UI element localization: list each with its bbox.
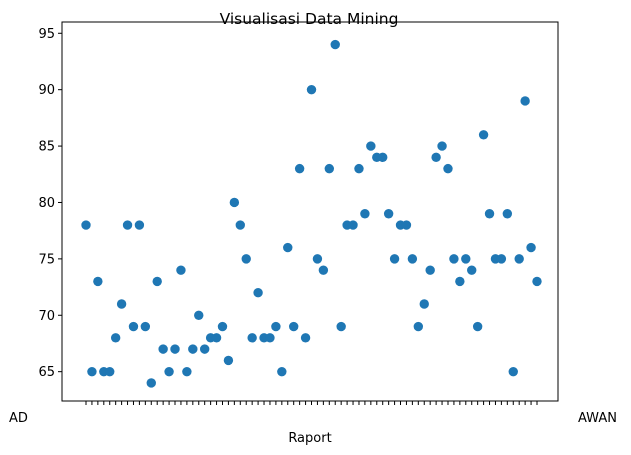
- x-axis-ticks: [85, 401, 538, 405]
- data-point: [437, 141, 447, 151]
- data-point: [526, 242, 536, 253]
- data-point: [300, 333, 311, 343]
- chart-title: Visualisasi Data Mining: [220, 10, 399, 28]
- data-point: [140, 321, 151, 332]
- data-point: [472, 321, 483, 332]
- x-tick-label-left: AD: [9, 411, 28, 426]
- data-point: [419, 299, 429, 309]
- data-point: [378, 152, 388, 163]
- data-point: [128, 321, 139, 332]
- data-point: [152, 276, 162, 287]
- data-point: [312, 254, 323, 264]
- data-point: [431, 152, 441, 163]
- data-point: [306, 84, 317, 95]
- data-point: [217, 321, 228, 332]
- data-point: [496, 254, 507, 264]
- data-point: [443, 163, 453, 174]
- data-point: [383, 209, 394, 219]
- data-point: [93, 276, 103, 287]
- y-tick-label: 95: [38, 27, 55, 42]
- data-point: [146, 378, 156, 388]
- data-point: [514, 254, 524, 264]
- data-point: [81, 220, 91, 230]
- data-point: [354, 163, 364, 174]
- y-axis-ticks: 65 70 75 80 85 90 95: [38, 27, 62, 380]
- data-point: [122, 220, 133, 230]
- data-point: [116, 299, 127, 309]
- data-point: [194, 310, 204, 320]
- data-point: [455, 276, 465, 287]
- data-point: [134, 220, 145, 230]
- data-point: [188, 344, 198, 354]
- y-tick-label: 90: [38, 83, 55, 98]
- data-point: [265, 333, 275, 343]
- data-points: [81, 39, 542, 388]
- data-point: [105, 366, 115, 377]
- data-point: [318, 265, 329, 275]
- data-point: [478, 130, 489, 140]
- data-point: [271, 321, 281, 332]
- data-point: [532, 276, 542, 287]
- data-point: [253, 288, 263, 298]
- data-point: [211, 333, 222, 343]
- data-point: [366, 141, 376, 151]
- y-tick-label: 75: [38, 252, 55, 267]
- data-point: [283, 242, 293, 253]
- data-point: [508, 366, 518, 377]
- y-tick-label: 70: [38, 309, 55, 324]
- data-point: [158, 344, 168, 354]
- data-point: [229, 197, 240, 208]
- data-point: [277, 366, 287, 377]
- data-point: [223, 355, 234, 366]
- x-tick-label-right: AWAN: [578, 411, 617, 426]
- data-point: [110, 333, 121, 343]
- data-point: [389, 254, 400, 264]
- data-point: [170, 344, 180, 354]
- data-point: [520, 96, 530, 106]
- x-axis-label: Raport: [288, 431, 331, 446]
- data-point: [502, 209, 513, 219]
- data-point: [294, 163, 305, 174]
- data-point: [407, 254, 418, 264]
- data-point: [461, 254, 471, 264]
- data-point: [336, 321, 346, 332]
- data-point: [164, 366, 174, 377]
- data-point: [87, 366, 97, 377]
- data-point: [182, 366, 192, 377]
- data-point: [324, 163, 335, 174]
- data-point: [449, 254, 459, 264]
- data-point: [425, 265, 435, 275]
- y-tick-label: 80: [38, 196, 55, 211]
- data-point: [348, 220, 358, 230]
- data-point: [413, 321, 424, 332]
- y-tick-label: 65: [38, 365, 55, 380]
- data-point: [288, 321, 299, 332]
- data-point: [484, 209, 495, 219]
- data-point: [235, 220, 245, 230]
- data-point: [199, 344, 210, 354]
- data-point: [401, 220, 412, 230]
- y-tick-label: 85: [38, 140, 55, 155]
- data-point: [247, 333, 257, 343]
- data-point: [467, 265, 477, 275]
- data-point: [176, 265, 186, 275]
- data-point: [330, 39, 340, 50]
- data-point: [241, 254, 251, 264]
- plot-frame: [61, 21, 559, 402]
- data-point: [360, 209, 370, 219]
